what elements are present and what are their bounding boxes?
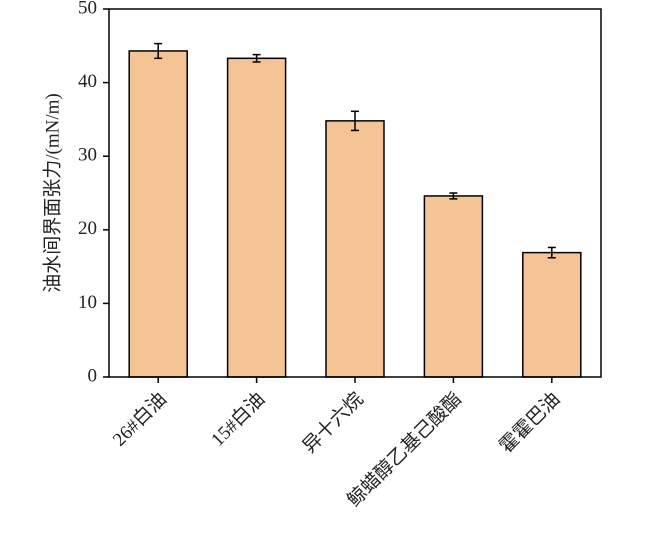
x-tick-label: 26#白油: [108, 388, 171, 451]
error-bar: [252, 53, 261, 63]
y-tick-label: 50: [78, 0, 97, 18]
bar: [522, 251, 582, 378]
y-tick-label: 40: [78, 71, 97, 92]
bar: [128, 50, 188, 378]
bar: [226, 57, 287, 378]
x-tick-label: 异十六烷: [298, 388, 367, 457]
y-tick-label: 30: [78, 145, 97, 166]
error-bar: [547, 246, 556, 259]
error-bar: [449, 192, 458, 200]
bar: [423, 195, 484, 378]
y-tick-label: 10: [78, 292, 97, 313]
plot-frame: [108, 8, 602, 378]
error-bar: [154, 42, 163, 60]
x-tick-label: 霍霍巴油: [495, 388, 564, 457]
y-tick-label: 0: [88, 365, 98, 386]
y-axis-label: 油水间界面张力/(mN/m): [41, 93, 63, 293]
x-tick-label: 15#白油: [207, 388, 270, 451]
bar: [325, 120, 385, 378]
y-tick-label: 20: [78, 218, 97, 239]
error-bar: [351, 110, 359, 132]
